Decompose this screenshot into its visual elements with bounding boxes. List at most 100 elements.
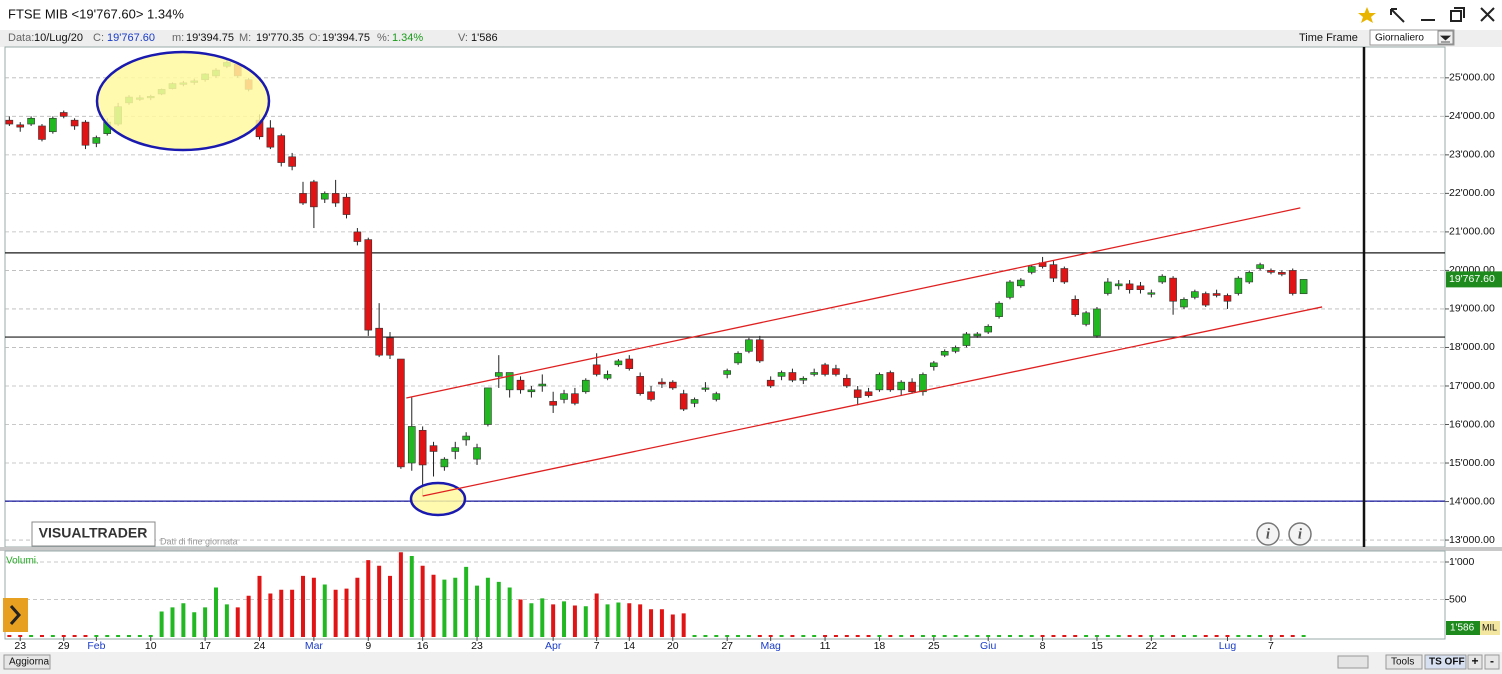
candle-body (658, 381, 666, 385)
refresh-button[interactable] (3, 654, 51, 670)
tools-button[interactable] (1385, 654, 1423, 670)
candle-body (984, 325, 993, 333)
y-tick-label: 24'000.00 (1449, 110, 1495, 122)
zoom-out-button[interactable] (1484, 654, 1500, 670)
volume-bar (453, 577, 458, 637)
scroll-box[interactable] (1337, 655, 1369, 669)
candle-body (886, 372, 895, 391)
volume-panel (4, 550, 1446, 640)
volume-bar (50, 635, 55, 637)
candle-body (581, 379, 590, 393)
time-frame-value: Giornaliero (1375, 33, 1424, 44)
volume-bar (39, 635, 44, 637)
volume-bar (975, 635, 980, 637)
volume-bar (714, 635, 719, 637)
volume-bar (1290, 635, 1295, 637)
ts-button[interactable] (1424, 654, 1467, 670)
volume-bar (1268, 635, 1273, 637)
y-tick-label: 21'000.00 (1449, 226, 1495, 238)
volume-bar (768, 635, 773, 637)
volume-bar (1160, 635, 1165, 637)
candle-body (995, 302, 1003, 317)
x-tick-label: 22 (1146, 640, 1158, 652)
info-value: 19'394.75 (322, 32, 370, 44)
logo: VISUALTRADER (39, 525, 148, 541)
candle-body (1201, 293, 1210, 306)
volume-bar (659, 609, 664, 637)
volume-bar (1073, 635, 1078, 637)
x-tick-label: 7 (1268, 640, 1274, 652)
unit-label: MIL (1482, 622, 1497, 632)
candle-body (1169, 277, 1177, 302)
candle-body (636, 376, 644, 394)
candle-body (288, 156, 296, 167)
maximize-button[interactable] (1450, 7, 1465, 22)
volume-bar (562, 601, 567, 637)
candle-body (701, 387, 710, 390)
x-tick-label: 11 (820, 640, 831, 652)
candle-body (897, 381, 905, 391)
volume-tag-label: 1'586 (1450, 623, 1475, 634)
y-tick-label: 500 (1449, 593, 1467, 605)
volume-bar (1214, 635, 1219, 637)
volume-bar (366, 560, 371, 637)
candle-body (1212, 293, 1221, 296)
volume-bar (736, 635, 741, 637)
candle-body (1017, 279, 1025, 287)
candle-body (560, 393, 568, 400)
volume-bar (616, 602, 621, 637)
volume-bar (1138, 635, 1143, 637)
volume-bar (137, 635, 142, 637)
panel-toggle[interactable] (3, 598, 28, 632)
info-button[interactable] (1288, 522, 1312, 546)
volume-bar (1247, 635, 1252, 637)
refresh-label: Aggiorna (9, 657, 49, 668)
candle-body (951, 347, 960, 352)
candle-body (342, 196, 351, 215)
volume-bar (649, 609, 654, 637)
candle-body (843, 377, 851, 387)
info-button[interactable] (1256, 522, 1280, 546)
volume-bar (1062, 635, 1067, 637)
info-icon: i (1298, 526, 1303, 542)
candle-body (1136, 285, 1145, 290)
volume-bar (844, 635, 849, 637)
candle-body (277, 135, 286, 163)
volume-bar (322, 584, 327, 637)
y-tick-label: 22'000.00 (1449, 187, 1495, 199)
candle-body (418, 429, 427, 466)
tools-icon[interactable] (1390, 8, 1405, 23)
volume-bar (507, 587, 512, 637)
volume-bar (148, 635, 153, 637)
zoom-in-button[interactable] (1467, 654, 1483, 670)
candle-body (592, 364, 601, 375)
highlight-ellipse (409, 481, 467, 517)
candle-body (484, 387, 492, 425)
volume-bar (638, 604, 643, 637)
trend-line (406, 207, 1301, 399)
candle-body (49, 117, 57, 133)
volume-bar (1051, 635, 1056, 637)
info-label: m: (172, 32, 184, 44)
info-value: 19'767.60 (107, 32, 155, 44)
candle-body (810, 372, 818, 375)
volume-bar (833, 635, 838, 637)
favorite-icon[interactable] (1358, 7, 1376, 23)
candle-body (1114, 283, 1123, 287)
candle-body (625, 358, 634, 369)
candle-body (1180, 299, 1188, 308)
candle-body (92, 137, 101, 144)
candle-body (505, 372, 514, 391)
candle-body (462, 435, 470, 441)
zoom-out-label: - (1490, 654, 1494, 668)
volume-bar (431, 574, 436, 637)
volume-bar (420, 565, 425, 637)
y-tick-label: 23'000.00 (1449, 149, 1495, 161)
candle-body (440, 458, 449, 468)
time-frame-select[interactable] (1369, 29, 1455, 46)
close-button[interactable] (1480, 7, 1495, 22)
volume-bar (116, 635, 121, 637)
volume-bar (551, 604, 556, 637)
candle-body (864, 391, 873, 396)
candle-body (1049, 264, 1058, 279)
